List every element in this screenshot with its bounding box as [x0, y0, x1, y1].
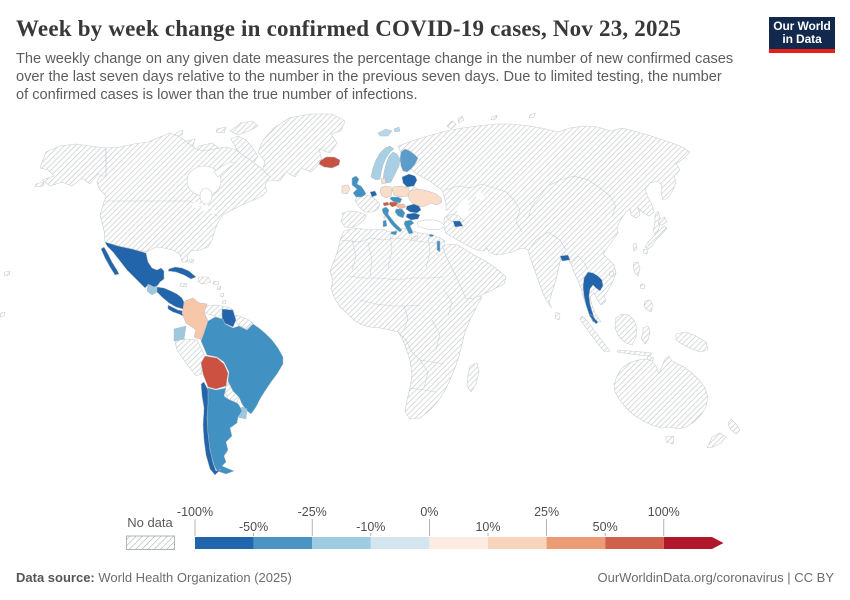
svg-text:-10%: -10% [356, 520, 385, 534]
svg-text:-50%: -50% [239, 520, 268, 534]
svg-text:50%: 50% [593, 520, 618, 534]
svg-text:100%: 100% [648, 505, 680, 519]
svg-text:10%: 10% [475, 520, 500, 534]
svg-text:-100%: -100% [177, 505, 213, 519]
svg-text:-25%: -25% [298, 505, 327, 519]
svg-text:25%: 25% [534, 505, 559, 519]
svg-text:No data: No data [127, 515, 173, 530]
svg-text:0%: 0% [420, 505, 438, 519]
